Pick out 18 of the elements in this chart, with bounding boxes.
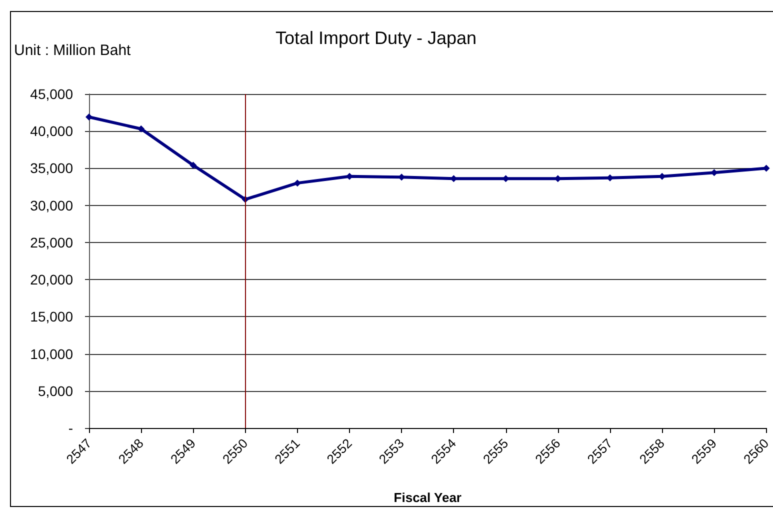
y-tick-label: 5,000 bbox=[38, 382, 74, 399]
y-tick-label: 15,000 bbox=[30, 308, 74, 325]
y-tick-label: 30,000 bbox=[30, 197, 74, 214]
y-tick-label: 10,000 bbox=[30, 346, 74, 362]
point bbox=[294, 180, 301, 187]
y-tick-label: - bbox=[68, 420, 74, 436]
point bbox=[86, 114, 92, 121]
y-tick-label: 40,000 bbox=[30, 123, 74, 140]
y-tick-label: 35,000 bbox=[30, 160, 74, 176]
y-tick-label: 45,000 bbox=[30, 86, 74, 102]
x-axis-title: Fiscal Year bbox=[394, 490, 462, 505]
point bbox=[190, 162, 197, 169]
y-axis-title: Unit : Million Baht bbox=[14, 42, 132, 59]
y-tick-label: 20,000 bbox=[30, 272, 74, 288]
point bbox=[710, 169, 718, 176]
point bbox=[138, 125, 145, 132]
y-tick-label: 25,000 bbox=[30, 234, 74, 250]
chart-title: Total Import Duty - Japan bbox=[275, 28, 477, 48]
